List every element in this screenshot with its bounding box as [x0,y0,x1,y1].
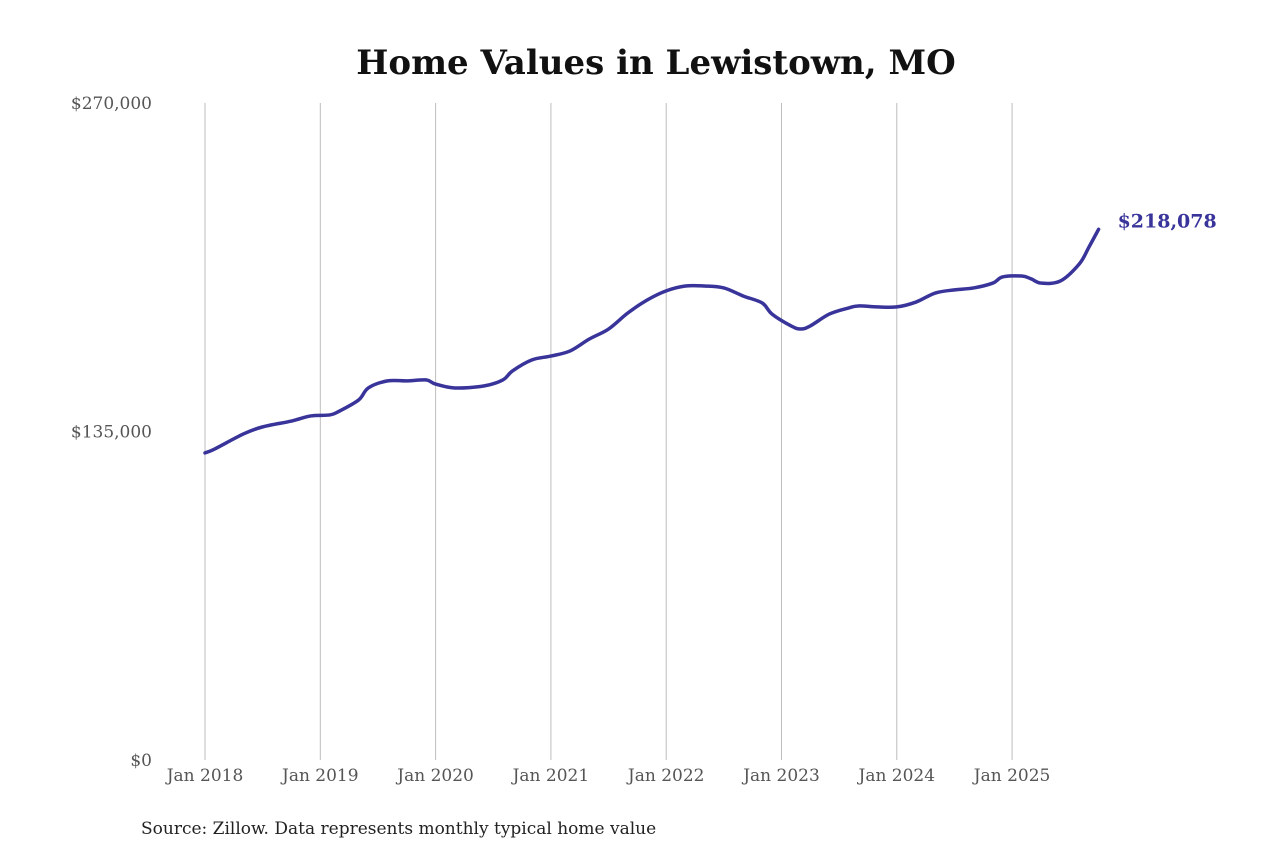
x-tick-label: Jan 2019 [280,766,359,786]
x-tick-label: Jan 2020 [395,766,474,786]
x-tick-label: Jan 2025 [972,766,1051,786]
series-line [203,227,1101,455]
y-axis: $0 $135,000 $270,000 [71,94,152,771]
gridlines [204,103,1013,760]
x-tick-label: Jan 2018 [165,766,244,786]
y-tick-label: $270,000 [71,94,152,114]
end-value-label: $218,078 [1118,210,1217,232]
y-tick-label: $0 [130,751,152,771]
y-tick-label: $135,000 [71,423,152,443]
source-note: Source: Zillow. Data represents monthly … [141,819,656,839]
x-axis: Jan 2018 Jan 2019 Jan 2020 Jan 2021 Jan 2022… [165,766,1051,786]
x-tick-label: Jan 2022 [626,766,705,786]
x-tick-label: Jan 2023 [741,766,820,786]
chart-title: Home Values in Lewistown, MO [356,43,955,83]
x-tick-label: Jan 2024 [857,766,936,786]
x-tick-label: Jan 2021 [511,766,590,786]
